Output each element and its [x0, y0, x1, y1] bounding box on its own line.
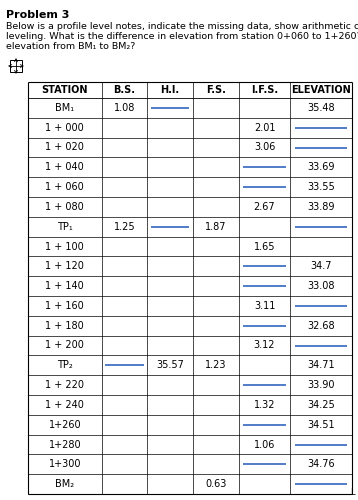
Text: STATION: STATION	[42, 85, 88, 95]
Text: 1 + 160: 1 + 160	[45, 301, 84, 311]
Text: 33.08: 33.08	[308, 281, 335, 291]
Text: TP₁: TP₁	[57, 222, 73, 232]
Text: 1 + 200: 1 + 200	[45, 340, 84, 350]
Text: 1 + 120: 1 + 120	[45, 262, 84, 272]
Text: 1.08: 1.08	[114, 103, 135, 113]
Text: 1.32: 1.32	[254, 400, 275, 410]
Text: 34.7: 34.7	[310, 262, 332, 272]
Text: Below is a profile level notes, indicate the missing data, show arithmetic check: Below is a profile level notes, indicate…	[6, 22, 358, 31]
Text: 1.06: 1.06	[254, 440, 275, 450]
Text: BM₂: BM₂	[55, 479, 74, 489]
Text: 1 + 040: 1 + 040	[45, 162, 84, 172]
Text: elevation from BM₁ to BM₂?: elevation from BM₁ to BM₂?	[6, 42, 135, 51]
Text: F.S.: F.S.	[206, 85, 226, 95]
Text: 1+300: 1+300	[49, 460, 81, 469]
Text: ELEVATION: ELEVATION	[291, 85, 351, 95]
Text: 34.51: 34.51	[308, 420, 335, 430]
Text: 1 + 080: 1 + 080	[45, 202, 84, 212]
Text: 2.01: 2.01	[254, 122, 275, 132]
Text: 1 + 100: 1 + 100	[45, 242, 84, 252]
Text: 2.67: 2.67	[254, 202, 275, 212]
Text: 1 + 220: 1 + 220	[45, 380, 84, 390]
Text: 35.57: 35.57	[156, 360, 184, 370]
Text: 1 + 240: 1 + 240	[45, 400, 84, 410]
Text: 32.68: 32.68	[308, 320, 335, 330]
Text: 33.90: 33.90	[308, 380, 335, 390]
Text: 1.65: 1.65	[254, 242, 275, 252]
Text: Problem 3: Problem 3	[6, 10, 69, 20]
Text: 1 + 000: 1 + 000	[45, 122, 84, 132]
Text: 33.89: 33.89	[308, 202, 335, 212]
Text: 0.63: 0.63	[205, 479, 227, 489]
Text: BM₁: BM₁	[55, 103, 74, 113]
Text: 1+280: 1+280	[48, 440, 81, 450]
Bar	[10, 60, 22, 72]
Text: 34.25: 34.25	[307, 400, 335, 410]
Text: 1 + 180: 1 + 180	[45, 320, 84, 330]
Text: 34.76: 34.76	[308, 460, 335, 469]
Text: 33.69: 33.69	[308, 162, 335, 172]
Text: 1.87: 1.87	[205, 222, 227, 232]
Text: 1+260: 1+260	[48, 420, 81, 430]
Text: 34.71: 34.71	[308, 360, 335, 370]
Text: 1 + 060: 1 + 060	[45, 182, 84, 192]
Text: 1.25: 1.25	[113, 222, 135, 232]
Text: 3.12: 3.12	[254, 340, 275, 350]
Text: 3.06: 3.06	[254, 142, 275, 152]
Text: L: L	[350, 488, 355, 497]
Text: H.I.: H.I.	[160, 85, 180, 95]
Text: 35.48: 35.48	[308, 103, 335, 113]
Text: 1.23: 1.23	[205, 360, 227, 370]
Text: 1 + 020: 1 + 020	[45, 142, 84, 152]
Text: I.F.S.: I.F.S.	[251, 85, 278, 95]
Text: 3.11: 3.11	[254, 301, 275, 311]
Text: TP₂: TP₂	[57, 360, 73, 370]
Text: 33.55: 33.55	[307, 182, 335, 192]
Text: leveling. What is the difference in elevation from station 0+060 to 1+260? Also,: leveling. What is the difference in elev…	[6, 32, 358, 41]
Text: B.S.: B.S.	[113, 85, 135, 95]
Text: 1 + 140: 1 + 140	[45, 281, 84, 291]
